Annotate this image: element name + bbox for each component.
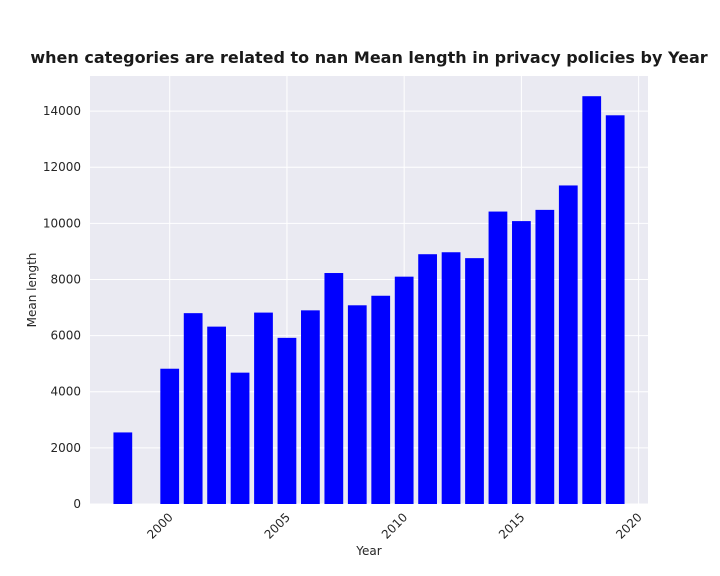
x-tick-label: 2010: [379, 510, 410, 541]
bar-2009: [371, 295, 391, 504]
bar-2017: [558, 185, 578, 504]
bar-2014: [488, 211, 508, 505]
bar-2016: [535, 209, 555, 504]
bar-2004: [254, 312, 273, 504]
bar-2000: [160, 368, 180, 504]
y-tick-label: 14000: [43, 104, 81, 118]
y-tick-label: 2000: [50, 441, 81, 455]
plot-area: [90, 76, 648, 504]
bar-2010: [394, 276, 414, 504]
y-tick-label: 12000: [43, 160, 81, 174]
bar-2007: [324, 273, 344, 504]
bar-2003: [230, 372, 250, 504]
chart-title: when categories are related to nan Mean …: [30, 48, 707, 67]
y-tick-label: 10000: [43, 216, 81, 230]
bar-2015: [512, 221, 531, 505]
bar-2006: [301, 310, 320, 504]
bar-2008: [347, 305, 367, 504]
bar-2011: [418, 254, 437, 504]
bar-1998: [113, 432, 133, 504]
bar-2019: [605, 115, 625, 504]
bar-2002: [207, 326, 226, 504]
y-tick-label: 6000: [50, 329, 81, 343]
x-tick-label: 2005: [262, 510, 293, 541]
bars: [113, 96, 625, 505]
x-tick-label: 2015: [496, 510, 527, 541]
x-tick-labels: 2000 2005 2010 2015 2020: [144, 510, 644, 541]
y-tick-labels: 0 2000 4000 6000 8000 10000 12000 14000: [43, 104, 81, 511]
bar-2013: [465, 258, 484, 504]
x-axis-label: Year: [355, 544, 381, 558]
y-tick-label: 0: [73, 497, 81, 511]
bar-2001: [183, 313, 203, 504]
bar-2018: [582, 96, 602, 504]
x-tick-label: 2000: [144, 510, 175, 541]
y-axis-label: Mean length: [25, 253, 39, 328]
y-tick-label: 4000: [50, 385, 81, 399]
y-tick-label: 8000: [50, 272, 81, 286]
bar-2005: [277, 337, 297, 504]
x-tick-label: 2020: [613, 510, 644, 541]
bar-2012: [441, 252, 461, 504]
